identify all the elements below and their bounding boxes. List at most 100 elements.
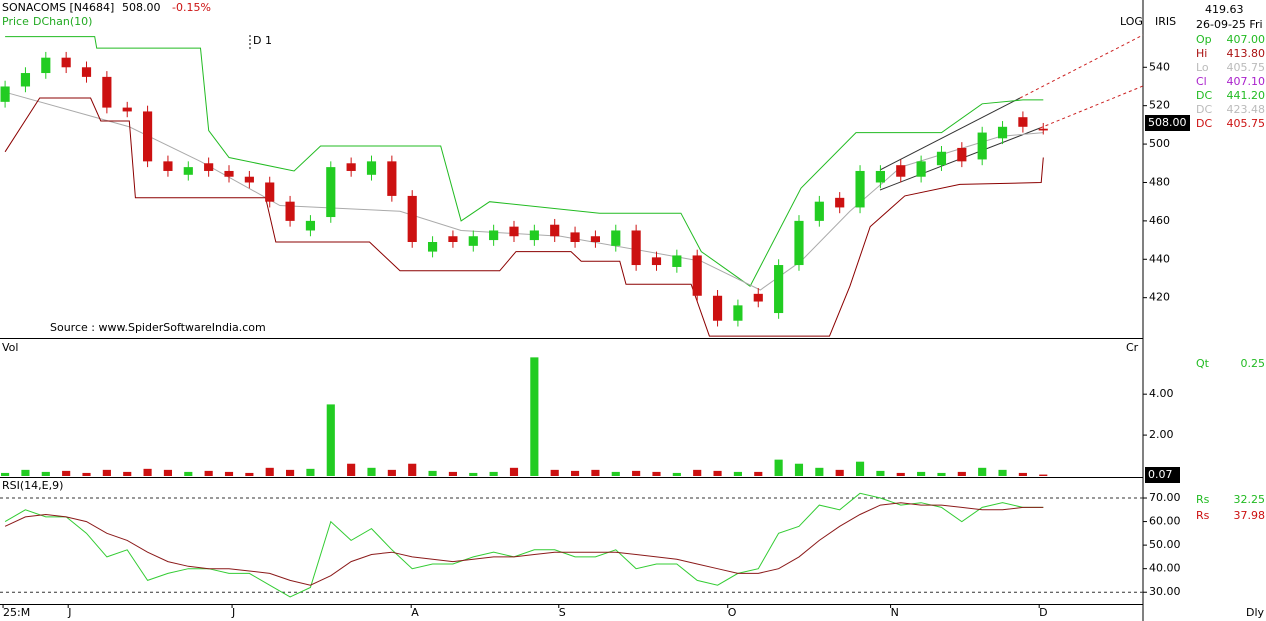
y-tick-label: 60.00 [1149, 515, 1181, 528]
volume-bar [957, 471, 966, 476]
x-tick-label: J [231, 606, 235, 619]
y-tick-label: 70.00 [1149, 491, 1181, 504]
volume-box [1145, 467, 1180, 483]
volume-bar [550, 469, 559, 476]
source: Source : www.SpiderSoftwareIndia.com [50, 321, 266, 334]
candle-body [611, 230, 621, 246]
candle-body [468, 236, 478, 246]
candle-body [1038, 128, 1048, 131]
candle-body [774, 265, 784, 314]
candle-body [81, 67, 92, 77]
candle-body [957, 147, 967, 162]
candle-body [692, 255, 702, 296]
info-row-value: 423.48 [1227, 103, 1266, 116]
volume-bar [347, 463, 356, 476]
x-tick-label: J [67, 606, 71, 619]
candle-body [20, 73, 31, 87]
volume-bar [998, 469, 1007, 476]
y-tick-label: 40.00 [1149, 562, 1181, 575]
x-tick-label: D [1039, 606, 1047, 619]
candle-body [672, 255, 682, 267]
volume-bar [163, 469, 173, 476]
candle-body [977, 132, 987, 160]
volume-bar [794, 463, 804, 476]
rsi-line [4, 502, 1044, 586]
volume-bar [754, 471, 763, 476]
volume-bar [917, 471, 926, 476]
candle-body [631, 230, 641, 266]
candle-body [509, 226, 519, 237]
y-tick-label: 50.00 [1149, 538, 1181, 551]
info-row-value: 405.75 [1227, 117, 1266, 130]
candle-body [1018, 117, 1028, 127]
volume-bar [652, 471, 661, 476]
study-label: DChan(10) [33, 15, 92, 28]
interval: D 1 [253, 34, 272, 47]
scale-mode: LOG [1120, 15, 1143, 28]
candle-body [265, 182, 275, 202]
y-tick-label: 500 [1149, 137, 1170, 150]
volume-bar [123, 471, 132, 476]
x-tick-label: N [891, 606, 899, 619]
candle-body [102, 76, 112, 108]
volume-bar [733, 471, 742, 476]
info-row-label: Lo [1196, 61, 1209, 74]
info-row-value: 413.80 [1227, 47, 1266, 60]
candle-body [753, 293, 763, 302]
quantity-value: 0.25 [1241, 357, 1266, 370]
candle-body [651, 257, 662, 266]
volume-bar [408, 463, 417, 476]
trendline [879, 97, 1021, 171]
volume-bar [265, 467, 274, 476]
volume-bar [611, 471, 620, 476]
y-tick-label: 460 [1149, 214, 1170, 227]
volume-bar [1, 472, 10, 476]
candle-body [366, 161, 377, 175]
volume-bar [184, 471, 193, 476]
candle-body [489, 230, 499, 241]
y-tick-label: 520 [1149, 99, 1170, 112]
info-row-value: 441.20 [1227, 89, 1266, 102]
volume-bar [1039, 474, 1048, 476]
candle-body [0, 86, 10, 102]
volume-bar [937, 472, 946, 476]
rsi-reading-label: Rs [1196, 493, 1210, 506]
volume-bar [672, 472, 681, 476]
volume-bar [693, 469, 702, 476]
info-row-value: 407.00 [1227, 33, 1266, 46]
brand: IRIS [1155, 15, 1176, 28]
volume-bar [469, 472, 478, 476]
candle-body [285, 201, 295, 221]
volume-bar [428, 470, 437, 476]
candle-body [733, 305, 743, 321]
volume-bar [41, 471, 50, 476]
volume-bar [570, 470, 580, 476]
volume-bar [326, 404, 335, 476]
volume-bar [21, 469, 30, 476]
price-box-label: 508.00 [1148, 116, 1187, 129]
volume-bar [62, 470, 71, 476]
volume-bar [143, 468, 152, 476]
quantity-label: Qt [1196, 357, 1210, 370]
volume-bar [815, 467, 824, 476]
volume-bar [713, 470, 722, 476]
candle-body [794, 220, 804, 266]
candle-body [163, 161, 173, 171]
volume-bar [306, 468, 315, 476]
volume-bar [509, 467, 519, 476]
volume-bar [82, 472, 91, 476]
y-tick-label: 30.00 [1149, 585, 1181, 598]
info-row-value: 405.75 [1227, 61, 1266, 74]
rsi-reading-value: 37.98 [1234, 509, 1266, 522]
candle-body [529, 230, 539, 241]
info-row-label: DC [1196, 117, 1212, 130]
volume-bar [102, 469, 111, 476]
candle-body [183, 167, 193, 175]
volume-bar [632, 470, 641, 476]
candle-body [916, 161, 926, 177]
candle-body [448, 236, 458, 242]
candle-body [997, 126, 1008, 139]
y-tick-label: 4.00 [1149, 387, 1174, 400]
panel-title: Vol [2, 341, 18, 354]
